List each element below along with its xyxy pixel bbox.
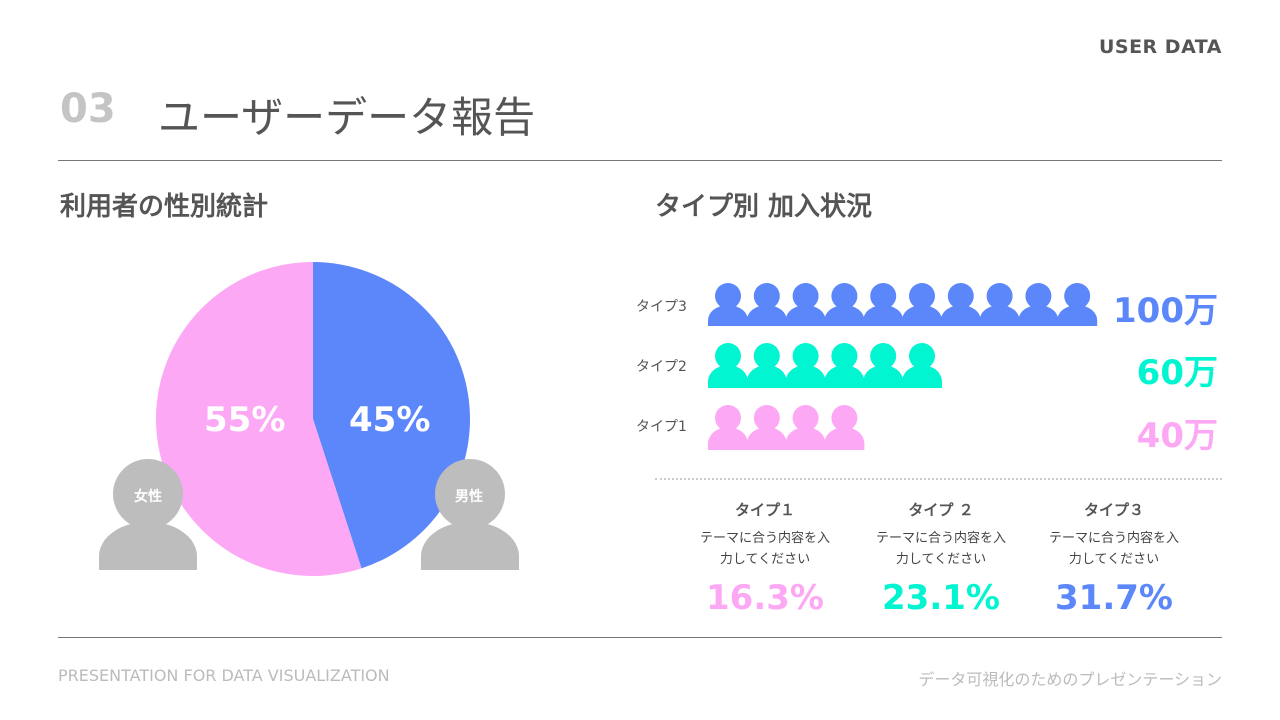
person-icon <box>863 343 904 388</box>
footer-right: データ可視化のためのプレゼンテーション <box>918 670 1222 689</box>
stat-desc: 力してください <box>1068 552 1160 567</box>
pie-slice-45% <box>313 262 470 569</box>
value-type2: 60万 <box>1136 353 1218 393</box>
person-icon <box>902 283 942 326</box>
male-person-icon <box>421 459 519 570</box>
value-type1: 40万 <box>1136 416 1218 456</box>
stat-heading: タイプ１ <box>734 501 795 519</box>
footer-left: PRESENTATION FOR DATA VISUALIZATION <box>58 666 390 685</box>
person-icon <box>902 343 942 388</box>
type-section-title: タイプ別 加入状況 <box>655 192 873 222</box>
header-tag: USER DATA <box>1098 36 1222 58</box>
person-icon <box>979 283 1020 326</box>
female-person-icon <box>99 459 197 570</box>
person-icon <box>785 343 826 388</box>
row-label-type2: タイプ2 <box>636 359 687 375</box>
stat-type2: タイプ ２ テーマに合う内容を入 力してください 23.1% <box>851 499 1031 618</box>
person-icon <box>824 343 865 388</box>
section-number: 03 <box>60 86 116 132</box>
female-label: 女性 <box>134 489 162 505</box>
page-title: ユーザーデータ報告 <box>158 93 536 142</box>
male-percent-label: 45% <box>349 400 431 440</box>
value-type3: 100万 <box>1113 291 1218 331</box>
row-label-type3: タイプ3 <box>636 299 687 315</box>
person-icon <box>785 283 826 326</box>
person-icon <box>1057 283 1098 326</box>
person-icon <box>708 283 748 326</box>
stat-desc: 力してください <box>895 552 987 567</box>
person-icon <box>940 283 981 326</box>
stat-type3: タイプ３ テーマに合う内容を入 力してください 31.7% <box>1024 499 1204 618</box>
stat-percent: 23.1% <box>882 578 1000 618</box>
stat-desc: テーマに合う内容を入 <box>875 531 1006 546</box>
stat-percent: 31.7% <box>1055 578 1173 618</box>
stat-type1: タイプ１ テーマに合う内容を入 力してください 16.3% <box>675 499 855 618</box>
person-icon <box>746 343 787 388</box>
stat-heading: タイプ３ <box>1083 501 1144 519</box>
person-icon <box>708 405 748 450</box>
person-icon <box>785 405 826 450</box>
person-icon <box>1018 283 1059 326</box>
male-label: 男性 <box>455 489 483 505</box>
female-percent-label: 55% <box>204 400 286 440</box>
person-icon <box>746 283 787 326</box>
stat-heading: タイプ ２ <box>908 501 974 519</box>
person-icon <box>824 405 865 450</box>
row-label-type1: タイプ1 <box>636 419 687 435</box>
stat-desc: テーマに合う内容を入 <box>699 531 830 546</box>
person-icon <box>746 405 787 450</box>
person-icon <box>863 283 904 326</box>
stat-percent: 16.3% <box>706 578 824 618</box>
pie-slice-55% <box>155 262 362 576</box>
dotted-divider <box>655 478 1222 480</box>
stat-desc: テーマに合う内容を入 <box>1048 531 1179 546</box>
header-divider <box>58 160 1222 161</box>
person-icon <box>824 283 865 326</box>
footer-divider <box>58 637 1222 638</box>
stat-desc: 力してください <box>719 552 811 567</box>
gender-section-title: 利用者の性別統計 <box>60 192 269 222</box>
person-icon <box>708 343 748 388</box>
